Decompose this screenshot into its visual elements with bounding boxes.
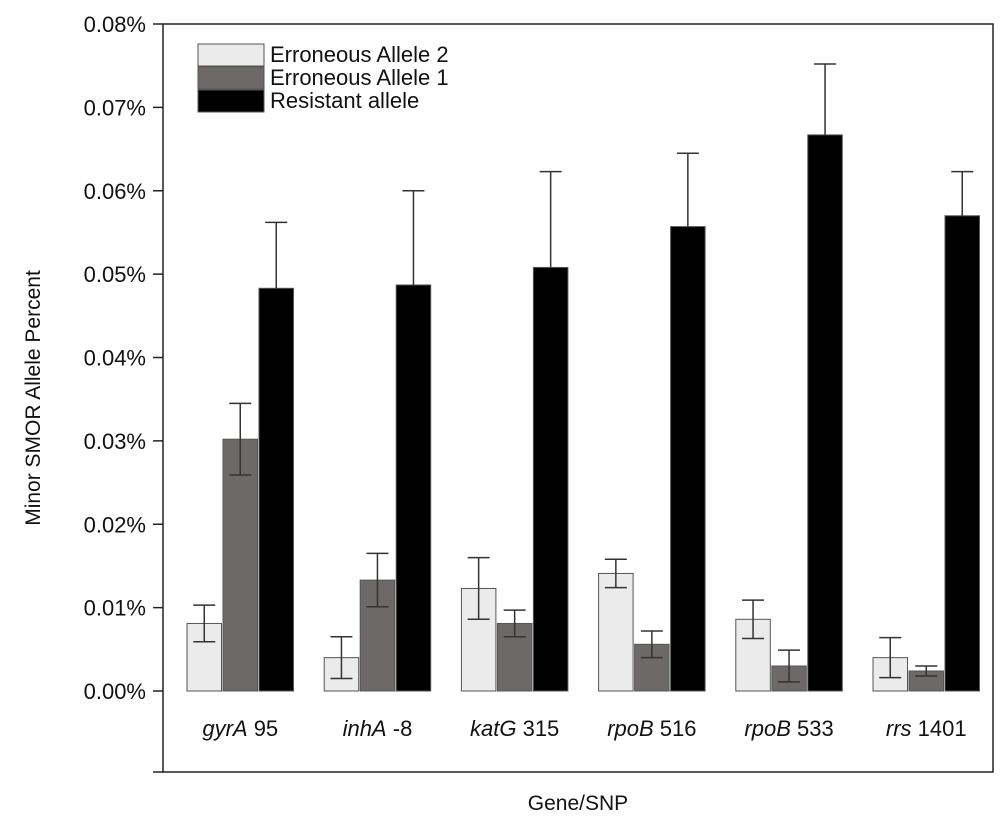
x-category-label: katG 315 xyxy=(470,716,559,741)
legend-swatch xyxy=(197,43,265,67)
y-tick-label: 0.04% xyxy=(84,346,146,371)
x-category-label: gyrA 95 xyxy=(202,716,278,741)
category-position: 1401 xyxy=(912,716,967,741)
y-tick-label: 0.01% xyxy=(84,596,146,621)
category-position: 95 xyxy=(248,716,279,741)
bar xyxy=(944,215,980,692)
category-gene: inhA xyxy=(343,716,387,741)
category-position: 516 xyxy=(654,716,697,741)
x-category-label: rrs 1401 xyxy=(886,716,967,741)
bar xyxy=(807,134,843,692)
y-tick-label: 0.08% xyxy=(84,12,146,37)
bar xyxy=(395,284,432,692)
bar xyxy=(222,438,258,692)
x-axis-title: Gene/SNP xyxy=(528,792,628,815)
category-gene: rrs xyxy=(886,716,912,741)
y-tick-label: 0.03% xyxy=(84,429,146,454)
legend-label: Erroneous Allele 1 xyxy=(270,65,449,90)
y-axis-ticks: 0.00% 0.01% 0.02% 0.03% 0.04% 0.05% 0.06% 0.07%… xyxy=(84,12,163,773)
x-axis-categories: gyrA 95 inhA -8 katG 315 rpoB 516 rpoB 533 rr… xyxy=(202,716,966,741)
legend-swatch xyxy=(197,66,265,90)
x-category-label: rpoB 533 xyxy=(744,716,833,741)
x-category-label: rpoB 516 xyxy=(607,716,696,741)
bar xyxy=(670,226,706,692)
category-position: -8 xyxy=(387,716,413,741)
y-tick-label: 0.00% xyxy=(84,679,146,704)
category-position: 533 xyxy=(791,716,834,741)
y-tick-label: 0.06% xyxy=(84,179,146,204)
category-position: 315 xyxy=(516,716,559,741)
y-tick-label: 0.02% xyxy=(84,512,146,537)
bars-layer xyxy=(186,63,980,692)
bar xyxy=(532,266,569,692)
y-tick-label: 0.07% xyxy=(84,95,146,120)
legend-label: Resistant allele xyxy=(270,88,419,113)
category-gene: katG xyxy=(470,716,516,741)
y-axis-title: Minor SMOR Allele Percent xyxy=(22,270,45,526)
x-category-label: inhA -8 xyxy=(343,716,413,741)
bar xyxy=(359,579,396,692)
category-gene: gyrA xyxy=(202,716,247,741)
legend-label: Erroneous Allele 2 xyxy=(270,42,449,67)
bar xyxy=(598,572,634,692)
y-tick-label: 0.05% xyxy=(84,262,146,287)
legend-swatch xyxy=(197,89,265,113)
bar xyxy=(258,287,294,692)
category-gene: rpoB xyxy=(744,716,790,741)
category-gene: rpoB xyxy=(607,716,653,741)
plot-frame xyxy=(162,23,994,773)
